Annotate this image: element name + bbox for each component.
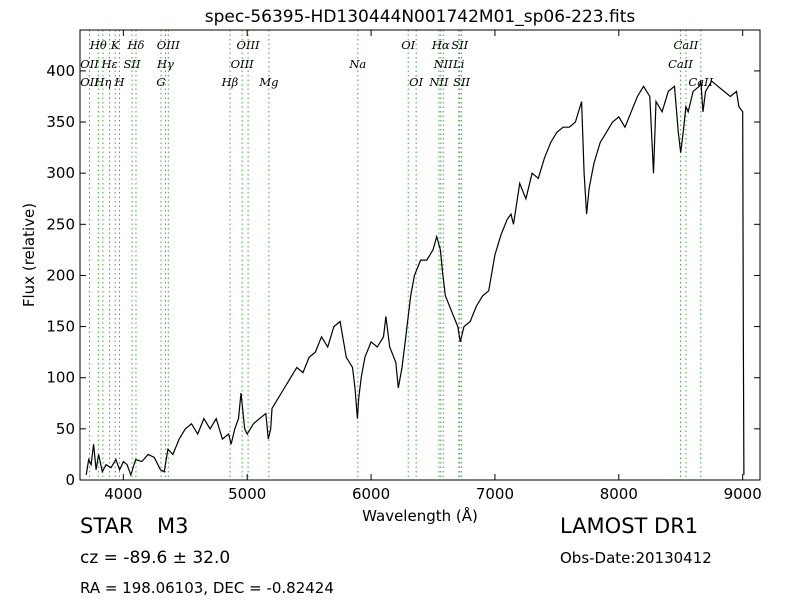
marker-label: NII	[433, 57, 454, 71]
chart-title: spec-56395-HD130444N001742M01_sp06-223.f…	[205, 7, 636, 27]
y-tick-label: 50	[56, 420, 75, 438]
observation-date: Obs-Date:20130412	[560, 549, 712, 567]
marker-label: SII	[451, 38, 468, 52]
marker-label: SII	[124, 57, 141, 71]
y-tick-label: 100	[46, 369, 75, 387]
marker-label: OII	[80, 75, 99, 89]
marker-label: G	[156, 75, 165, 89]
x-tick-label: 7000	[476, 485, 514, 503]
x-tick-label: 5000	[228, 485, 266, 503]
marker-label: Hδ	[127, 38, 145, 52]
marker-label: NII	[428, 75, 449, 89]
y-tick-label: 200	[46, 266, 75, 284]
marker-label: Na	[348, 57, 366, 71]
marker-label: SII	[453, 75, 470, 89]
y-axis-label: Flux (relative)	[20, 203, 38, 307]
survey-name: LAMOST DR1	[560, 514, 699, 538]
y-tick-label: 400	[46, 62, 75, 80]
marker-label: OIII	[157, 38, 181, 52]
marker-label: OI	[401, 38, 415, 52]
redshift-cz: cz = -89.6 ± 32.0	[80, 548, 231, 568]
marker-label: K	[110, 38, 121, 52]
object-subclass: M3	[157, 514, 189, 538]
marker-label: Hθ	[89, 38, 107, 52]
marker-label: H	[113, 75, 125, 89]
x-axis: 4000 5000 6000 7000 8000 9000	[104, 30, 762, 503]
marker-label: Hε	[101, 57, 118, 71]
object-type: STAR	[80, 514, 134, 538]
marker-label: CaII	[668, 57, 693, 71]
marker-label: OI	[409, 75, 423, 89]
plot-frame	[79, 29, 761, 481]
spectrum-line	[85, 80, 745, 477]
y-tick-label: 300	[46, 164, 75, 182]
marker-label: Hη	[93, 75, 111, 89]
y-tick-label: 350	[46, 113, 75, 131]
marker-label: Hβ	[221, 75, 239, 89]
marker-label: OII	[80, 57, 99, 71]
marker-label: Li	[452, 57, 465, 71]
x-axis-label: Wavelength (Å)	[362, 506, 478, 525]
marker-label: OIII	[231, 57, 255, 71]
marker-label: Hγ	[156, 57, 174, 71]
marker-label: CaII	[674, 38, 699, 52]
marker-label: OIII	[237, 38, 261, 52]
y-axis: 0 50 100 150 200 250 300 350 400	[46, 62, 760, 489]
ra-dec: RA = 198.06103, DEC = -0.82424	[80, 579, 334, 597]
x-tick-label: 9000	[724, 485, 762, 503]
y-tick-label: 250	[46, 215, 75, 233]
marker-label: Hα	[431, 38, 450, 52]
x-tick-label: 4000	[104, 485, 142, 503]
y-tick-label: 150	[46, 318, 75, 336]
x-tick-label: 6000	[352, 485, 390, 503]
x-tick-label: 8000	[600, 485, 638, 503]
y-tick-label: 0	[65, 471, 75, 489]
marker-label: Mg	[258, 75, 278, 89]
emission-line-markers	[89, 30, 702, 480]
